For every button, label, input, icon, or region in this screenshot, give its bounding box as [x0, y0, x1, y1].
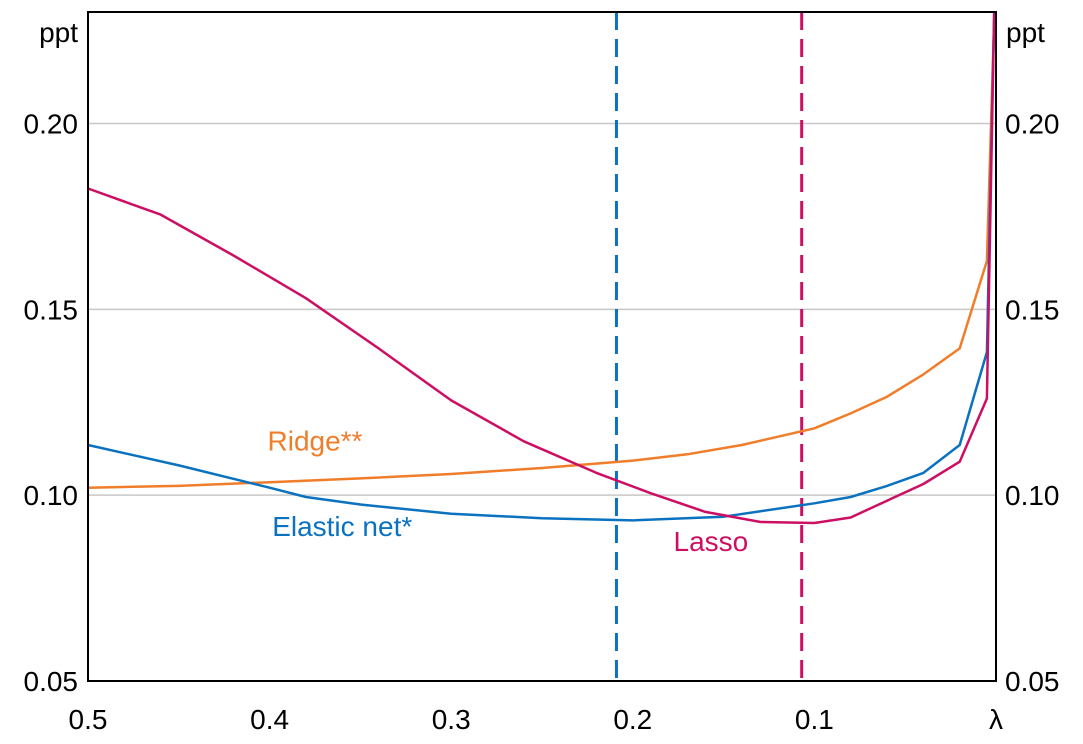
- y-tick-label-right: 0.20: [1005, 109, 1060, 140]
- x-tick-label: 0.5: [69, 704, 108, 735]
- series-label-lasso: Lasso: [674, 526, 749, 557]
- y-axis-right-tick-labels: 0.05 0.10 0.15 0.20: [1005, 109, 1060, 698]
- y-tick-label-right: 0.05: [1005, 666, 1060, 697]
- x-axis-tick-labels: 0.5 0.4 0.3 0.2 0.1: [69, 704, 834, 735]
- y-tick-label-left: 0.05: [24, 666, 79, 697]
- y-axis-right-unit: ppt: [1006, 17, 1045, 48]
- y-tick-label-left: 0.15: [24, 294, 79, 325]
- series-line-ridge: [87, 19, 996, 489]
- plot-frame: [87, 11, 997, 682]
- series-label-ridge: Ridge**: [268, 426, 363, 457]
- y-tick-label-right: 0.15: [1005, 294, 1060, 325]
- y-tick-label-left: 0.20: [24, 109, 79, 140]
- series-labels: Ridge** Elastic net* Lasso: [268, 426, 749, 557]
- x-tick-label: 0.1: [795, 704, 834, 735]
- reference-lines: [614, 12, 804, 681]
- x-axis-label: λ: [989, 704, 1003, 735]
- x-tick-label: 0.3: [432, 704, 471, 735]
- series-label-elastic-net: Elastic net*: [272, 511, 412, 542]
- y-tick-label-left: 0.10: [24, 480, 79, 511]
- y-axis-left-tick-labels: 0.05 0.10 0.15 0.20: [24, 109, 79, 698]
- series-lines: [87, 11, 996, 525]
- y-tick-label-right: 0.10: [1005, 480, 1060, 511]
- series-line-lasso: [87, 11, 996, 525]
- x-tick-label: 0.2: [613, 704, 652, 735]
- y-axis-left-unit: ppt: [39, 17, 78, 48]
- x-tick-label: 0.4: [250, 704, 289, 735]
- grid-lines: [88, 122, 996, 496]
- series-line-elastic-net: [87, 11, 996, 522]
